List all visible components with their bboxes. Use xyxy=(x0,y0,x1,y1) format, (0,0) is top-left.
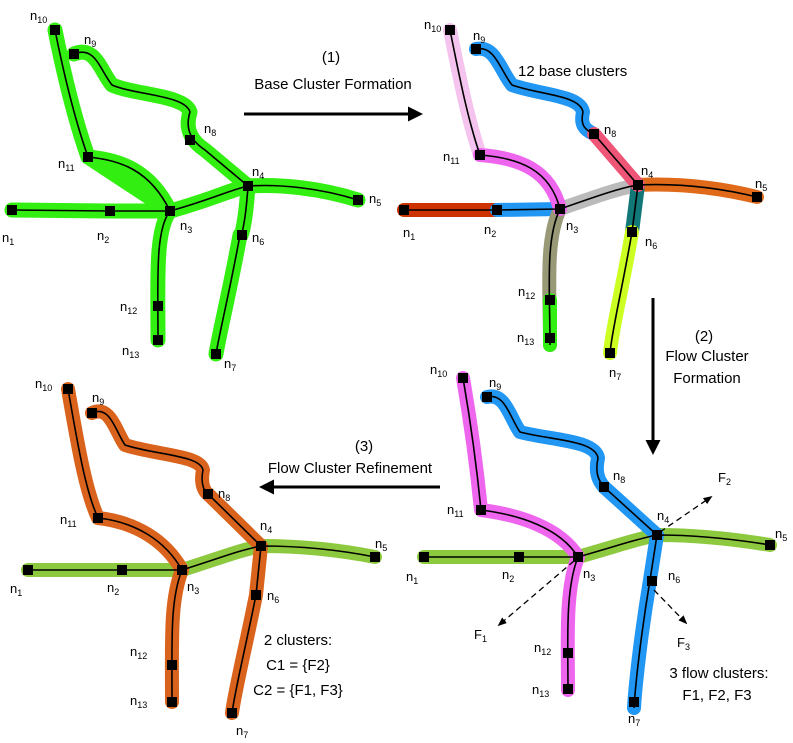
svg-text:n5: n5 xyxy=(375,536,387,553)
svg-text:n13: n13 xyxy=(517,330,534,347)
step-2-label-line1: Flow Cluster xyxy=(665,348,748,365)
nodes xyxy=(419,373,775,707)
step-3-number: (3) xyxy=(355,438,373,455)
nodes xyxy=(399,25,762,358)
svg-text:n7: n7 xyxy=(236,723,248,740)
svg-text:n8: n8 xyxy=(204,121,216,138)
svg-text:n1: n1 xyxy=(2,230,14,247)
svg-text:n11: n11 xyxy=(443,149,460,166)
svg-text:n11: n11 xyxy=(58,156,75,173)
step-1-number: (1) xyxy=(322,49,340,66)
svg-text:n7: n7 xyxy=(609,365,621,382)
svg-text:n4: n4 xyxy=(260,518,272,535)
svg-text:n4: n4 xyxy=(252,164,264,181)
svg-text:n3: n3 xyxy=(583,566,595,583)
svg-text:n10: n10 xyxy=(30,8,47,25)
svg-text:n4: n4 xyxy=(641,163,653,180)
svg-text:F3: F3 xyxy=(677,635,690,652)
svg-text:n1: n1 xyxy=(10,581,22,598)
svg-text:n6: n6 xyxy=(267,588,279,605)
svg-text:n6: n6 xyxy=(645,234,657,251)
svg-text:n6: n6 xyxy=(252,230,264,247)
svg-text:n2: n2 xyxy=(97,228,109,245)
flow-cluster-highlights xyxy=(417,371,777,715)
svg-text:n4: n4 xyxy=(657,508,669,525)
nodes xyxy=(23,384,380,718)
svg-text:n1: n1 xyxy=(406,569,418,586)
svg-text:n12: n12 xyxy=(518,284,535,301)
node-labels: n1 n2 n3 n4 n5 n6 n7 n8 n9 n10 n11 n12 n… xyxy=(2,8,381,373)
svg-text:n1: n1 xyxy=(403,225,415,242)
refined-clusters-caption: 2 clusters: xyxy=(264,632,332,649)
svg-text:n12: n12 xyxy=(534,640,551,657)
svg-text:n5: n5 xyxy=(755,176,767,193)
panel-flow-clusters: n1 n2 n3 n4 n5 n6 n7 n8 n9 n10 n11 n12 n… xyxy=(406,362,787,728)
svg-text:n3: n3 xyxy=(187,579,199,596)
svg-text:n5: n5 xyxy=(369,191,381,208)
svg-text:n8: n8 xyxy=(604,122,616,139)
cluster-c1: C1 = {F2} xyxy=(266,657,330,674)
svg-text:n9: n9 xyxy=(473,28,485,45)
step-2-number: (2) xyxy=(695,328,713,345)
svg-text:n8: n8 xyxy=(218,486,230,503)
svg-text:n12: n12 xyxy=(130,644,147,661)
nodes xyxy=(7,25,363,359)
panel-refined-clusters: n1 n2 n3 n4 n5 n6 n7 n8 n9 n10 n11 n12 n… xyxy=(10,376,387,740)
svg-text:F1: F1 xyxy=(474,627,487,644)
svg-text:n13: n13 xyxy=(532,682,549,699)
svg-text:n13: n13 xyxy=(130,693,147,710)
svg-text:n9: n9 xyxy=(92,390,104,407)
step-3-label: Flow Cluster Refinement xyxy=(268,460,433,477)
panel-original-network: n1 n2 n3 n4 n5 n6 n7 n8 n9 n10 n11 n12 n… xyxy=(2,8,381,373)
svg-text:n6: n6 xyxy=(668,568,680,585)
step-1-label: Base Cluster Formation xyxy=(254,76,412,93)
svg-text:n2: n2 xyxy=(484,222,496,239)
flow-direction-arrows xyxy=(497,495,713,627)
step-2-label-line2: Formation xyxy=(673,370,741,387)
svg-text:n3: n3 xyxy=(566,218,578,235)
svg-text:n7: n7 xyxy=(224,356,236,373)
svg-text:n10: n10 xyxy=(430,362,447,379)
base-clusters-caption: 12 base clusters xyxy=(518,63,627,80)
svg-text:F2: F2 xyxy=(718,470,731,487)
svg-text:n8: n8 xyxy=(613,468,625,485)
flow-clusters-caption: 3 flow clusters: xyxy=(669,665,768,682)
svg-text:n11: n11 xyxy=(447,502,464,519)
svg-text:n7: n7 xyxy=(628,711,640,728)
svg-text:n13: n13 xyxy=(122,343,139,360)
svg-text:n12: n12 xyxy=(120,299,137,316)
svg-text:n5: n5 xyxy=(775,526,787,543)
svg-text:n9: n9 xyxy=(84,32,96,49)
svg-text:n2: n2 xyxy=(502,567,514,584)
step-2: (2) Flow Cluster Formation xyxy=(645,298,749,455)
svg-text:n10: n10 xyxy=(424,17,441,34)
flow-labels: F2 F1 F3 xyxy=(474,470,731,652)
cluster-c2: C2 = {F1, F3} xyxy=(253,682,343,699)
step-1: (1) Base Cluster Formation xyxy=(244,49,423,122)
svg-text:n3: n3 xyxy=(180,218,192,235)
svg-text:n9: n9 xyxy=(489,375,501,392)
step-3: (3) Flow Cluster Refinement xyxy=(259,438,440,495)
svg-text:n10: n10 xyxy=(35,376,52,393)
flow-clusters-list: F1, F2, F3 xyxy=(682,687,751,704)
svg-text:n2: n2 xyxy=(107,580,119,597)
svg-text:n11: n11 xyxy=(60,512,77,529)
